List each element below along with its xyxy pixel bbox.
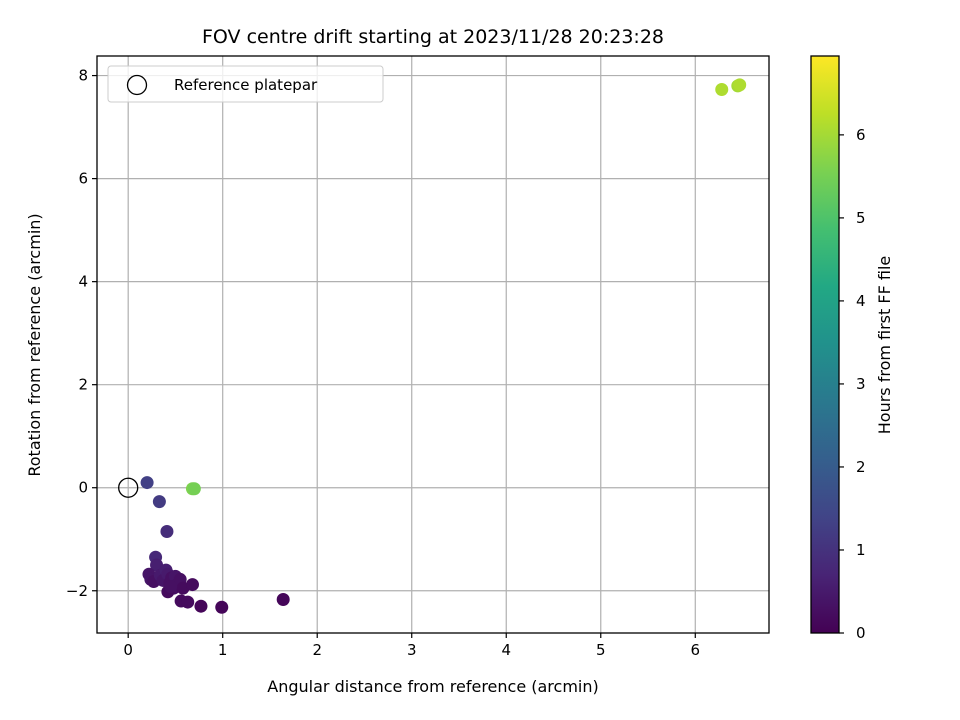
data-point xyxy=(152,495,166,509)
colorbar: 0 1 2 3 4 5 6 Hours from first FF file xyxy=(810,55,894,642)
legend-marker-icon xyxy=(126,74,148,96)
y-tick-label: 6 xyxy=(78,170,88,188)
colorbar-tick-label: 3 xyxy=(856,375,866,393)
data-point xyxy=(194,599,208,613)
data-point xyxy=(160,525,174,539)
x-tick-label: 3 xyxy=(407,641,417,659)
x-tick-label: 5 xyxy=(596,641,606,659)
colorbar-tick-label: 2 xyxy=(856,458,866,476)
data-point xyxy=(715,82,729,96)
y-tick-label: −2 xyxy=(66,582,88,600)
data-point xyxy=(276,593,290,607)
data-point xyxy=(215,600,229,614)
colorbar-tick-label: 0 xyxy=(856,624,866,642)
data-point xyxy=(733,78,747,92)
data-points xyxy=(140,78,747,614)
reference-platepar-marker xyxy=(118,477,139,498)
x-tick-label: 1 xyxy=(218,641,228,659)
legend-entry-label: Reference platepar xyxy=(174,76,318,94)
x-tick-label: 0 xyxy=(123,641,133,659)
y-tick-label: 4 xyxy=(78,273,88,291)
data-point xyxy=(140,476,154,490)
colorbar-tick-label: 4 xyxy=(856,292,866,310)
y-tick-label: 8 xyxy=(78,67,88,85)
x-tick-label: 4 xyxy=(501,641,511,659)
legend: Reference platepar xyxy=(107,65,384,103)
plot-area: 0 1 2 3 4 5 6 −2 0 2 4 6 8 xyxy=(66,55,770,659)
colorbar-gradient xyxy=(811,56,839,633)
grid-lines xyxy=(97,56,769,633)
x-tick-label: 6 xyxy=(691,641,701,659)
y-axis-ticks: −2 0 2 4 6 8 xyxy=(66,67,97,600)
y-tick-label: 0 xyxy=(78,479,88,497)
y-tick-label: 2 xyxy=(78,376,88,394)
colorbar-tick-label: 1 xyxy=(856,541,866,559)
colorbar-tick-label: 6 xyxy=(856,126,866,144)
colorbar-label: Hours from first FF file xyxy=(875,256,894,435)
data-point xyxy=(164,580,178,594)
plot-frame xyxy=(96,55,770,634)
data-point xyxy=(185,578,199,592)
data-point xyxy=(181,595,195,609)
x-axis-label: Angular distance from reference (arcmin) xyxy=(267,677,598,696)
data-point xyxy=(187,482,201,496)
colorbar-frame xyxy=(810,55,840,634)
x-axis-ticks: 0 1 2 3 4 5 6 xyxy=(123,633,700,659)
y-axis-label: Rotation from reference (arcmin) xyxy=(25,213,44,476)
legend-box xyxy=(107,65,384,103)
colorbar-ticks: 0 1 2 3 4 5 6 xyxy=(839,126,866,642)
plot-background xyxy=(97,56,769,633)
x-tick-label: 2 xyxy=(312,641,322,659)
chart-title: FOV centre drift starting at 2023/11/28 … xyxy=(202,26,664,48)
colorbar-tick-label: 5 xyxy=(856,209,866,227)
